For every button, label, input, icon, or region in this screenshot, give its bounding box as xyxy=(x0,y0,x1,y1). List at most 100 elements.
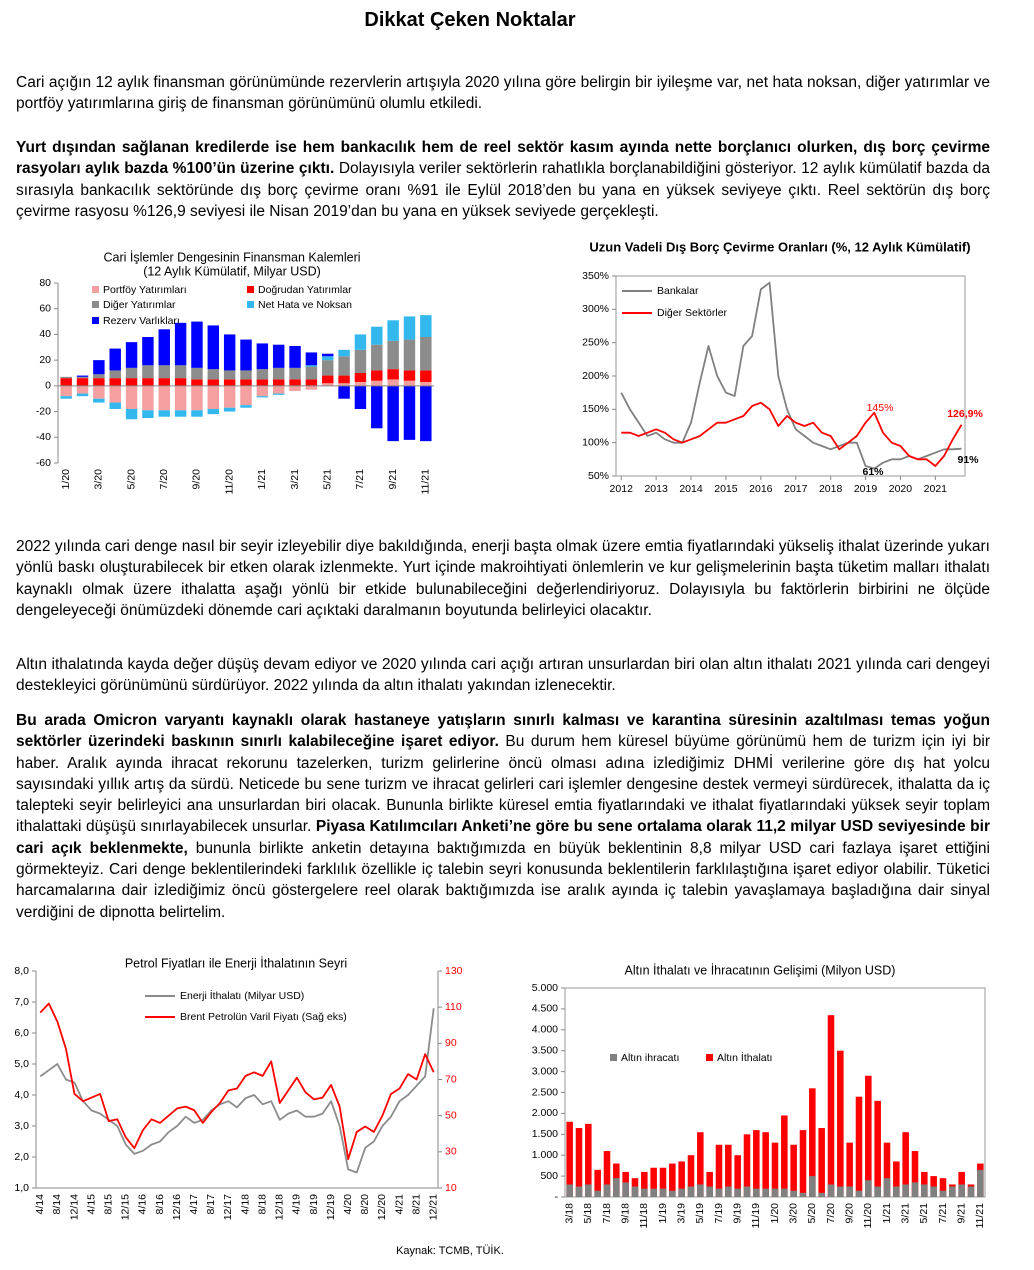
y-tick-label: 1.000 xyxy=(532,1149,558,1161)
y-tick-label: 2.000 xyxy=(532,1107,558,1119)
x-tick-label: 11/21 xyxy=(420,469,432,495)
x-tick-label: 11/21 xyxy=(974,1203,986,1229)
bar xyxy=(921,1171,928,1197)
y-tick-label: 200% xyxy=(582,370,609,382)
bar xyxy=(158,410,170,417)
bar xyxy=(338,375,350,384)
bar xyxy=(855,1096,863,1197)
legend-swatch xyxy=(610,1054,617,1061)
y-tick-label: 10 xyxy=(445,1182,457,1194)
text: Bu durum hem küresel büyüme görünümü hem… xyxy=(16,733,990,836)
chart-title: Altın İthalatı ve İhracatının Gelişimi (… xyxy=(625,963,896,977)
annotation: 91% xyxy=(957,454,979,466)
bar xyxy=(240,379,252,386)
bar xyxy=(305,379,318,386)
bar xyxy=(191,410,203,417)
bar xyxy=(272,344,285,368)
bar xyxy=(125,385,138,409)
bar xyxy=(289,379,301,386)
y-tick-label: 80 xyxy=(39,277,51,289)
x-tick-label: 11/19 xyxy=(750,1203,762,1229)
y-tick-label: 350% xyxy=(582,270,609,282)
bar xyxy=(223,385,236,408)
bar xyxy=(771,1142,779,1197)
chart-title: Petrol Fiyatları ile Enerji İthalatının … xyxy=(125,956,347,970)
x-tick-label: 12/17 xyxy=(222,1194,234,1220)
x-tick-label: 1/20 xyxy=(60,469,72,490)
bar xyxy=(223,407,236,412)
bar xyxy=(191,385,203,411)
y-tick-label: 130 xyxy=(445,965,463,977)
legend-label: Brent Petrolün Varil Fiyatı (Sağ eks) xyxy=(180,1011,347,1023)
bar xyxy=(338,356,350,376)
bar xyxy=(305,352,318,366)
x-tick-label: 1/20 xyxy=(769,1203,781,1224)
bar xyxy=(902,1184,909,1197)
bar xyxy=(322,375,334,384)
bar xyxy=(977,1169,984,1197)
bar xyxy=(272,393,285,395)
paragraph: 2022 yılında cari denge nasıl bir seyir … xyxy=(16,536,990,621)
bar xyxy=(354,334,367,350)
source-note: Kaynak: TCMB, TÜİK. xyxy=(396,1245,504,1257)
bar xyxy=(76,375,89,377)
bar xyxy=(142,337,154,366)
bar xyxy=(387,369,399,380)
text: Cari açığın 12 aylık finansman görünümün… xyxy=(16,74,990,113)
bar xyxy=(687,1155,695,1197)
bar xyxy=(575,1186,583,1197)
y-tick-label: 60 xyxy=(39,302,51,314)
x-tick-label: 2021 xyxy=(924,483,948,495)
y-tick-label: 30 xyxy=(445,1146,457,1158)
bar xyxy=(641,1188,648,1197)
text: bununla birlikte anketin detayına baktığ… xyxy=(16,839,990,921)
y-tick-label: 1,0 xyxy=(14,1182,29,1194)
bar xyxy=(837,1186,844,1197)
bar xyxy=(715,1144,723,1197)
bar xyxy=(93,378,105,386)
x-tick-label: 4/14 xyxy=(34,1194,46,1215)
x-tick-label: 2015 xyxy=(714,483,738,495)
x-tick-label: 7/21 xyxy=(937,1203,949,1224)
bar xyxy=(354,385,367,409)
bar xyxy=(762,1132,769,1197)
x-tick-label: 5/20 xyxy=(125,469,137,490)
x-tick-label: 7/20 xyxy=(158,469,170,490)
bar xyxy=(790,1144,797,1197)
y-tick-label: 4,0 xyxy=(14,1089,29,1101)
bar xyxy=(142,378,154,386)
y-tick-label: 250% xyxy=(582,336,609,348)
bar xyxy=(109,348,121,371)
bar xyxy=(790,1190,797,1197)
bar xyxy=(109,385,121,403)
x-tick-label: 9/19 xyxy=(731,1203,743,1224)
bar xyxy=(354,382,367,386)
legend-swatch xyxy=(92,317,99,324)
bar xyxy=(753,1188,760,1197)
annotation: 145% xyxy=(867,402,894,414)
x-tick-label: 2017 xyxy=(784,483,808,495)
bar xyxy=(256,343,269,370)
x-tick-label: 3/21 xyxy=(899,1203,911,1224)
legend-label: Bankalar xyxy=(657,285,699,297)
chart-title: Cari İşlemler Dengesinin Finansman Kalem… xyxy=(103,250,360,264)
bar xyxy=(322,353,334,357)
bar xyxy=(256,396,269,398)
x-tick-label: 2019 xyxy=(854,483,878,495)
x-tick-label: 12/19 xyxy=(325,1194,337,1220)
bar xyxy=(762,1188,769,1197)
line xyxy=(39,1008,435,1174)
x-tick-label: 11/18 xyxy=(638,1203,650,1229)
y-tick-label: 150% xyxy=(582,403,609,415)
bar xyxy=(338,349,350,357)
bar xyxy=(420,370,432,382)
bar xyxy=(939,1190,947,1197)
y-tick-label: 3,0 xyxy=(14,1120,29,1132)
bar xyxy=(76,378,89,386)
bar xyxy=(305,366,318,380)
bar xyxy=(207,379,220,386)
x-tick-label: 12/21 xyxy=(428,1194,440,1220)
legend-label: Doğrudan Yatırımlar xyxy=(258,284,352,296)
bar xyxy=(387,379,399,386)
page-title: Dikkat Çeken Noktalar xyxy=(364,9,576,31)
